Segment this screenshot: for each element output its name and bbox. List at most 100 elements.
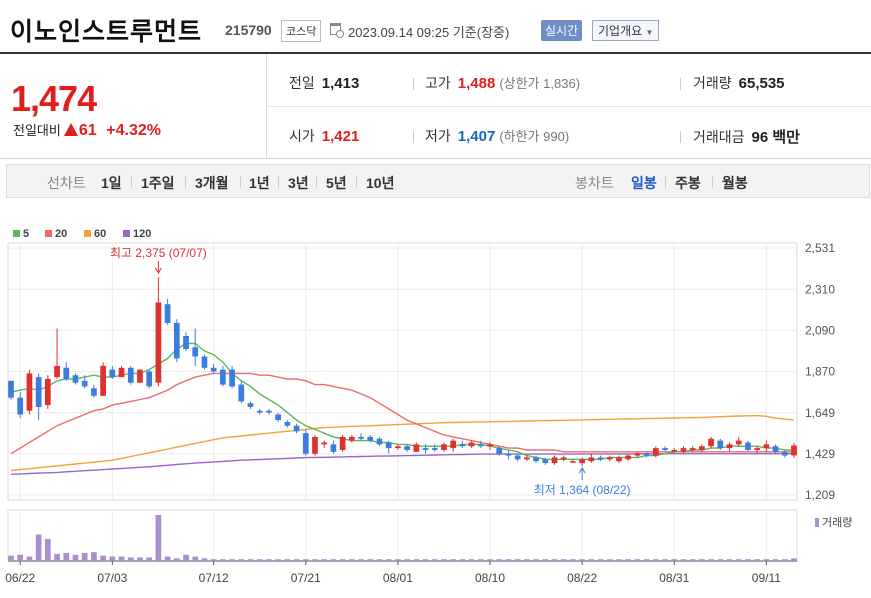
volume-bar	[293, 559, 300, 561]
candle-body	[791, 445, 797, 456]
candle-body	[220, 369, 226, 385]
volume-bar	[8, 555, 14, 561]
candle	[404, 444, 410, 452]
period-1w[interactable]: 1주일	[141, 175, 175, 191]
candle	[220, 365, 226, 387]
x-tick-label: 08/01	[383, 571, 413, 585]
candle-body	[570, 461, 576, 463]
candle-body	[63, 367, 70, 379]
high-annotation: 최고 2,375 (07/07)	[110, 246, 207, 260]
volume-bar	[708, 559, 714, 561]
candle-monthly[interactable]: 월봉	[722, 175, 748, 191]
volume-bar	[514, 559, 521, 561]
x-tick-label: 06/22	[5, 571, 35, 585]
candle	[164, 298, 171, 325]
period-1d[interactable]: 1일	[101, 175, 122, 191]
candle-body	[210, 367, 217, 372]
candle	[330, 440, 337, 454]
volume-bar	[367, 559, 374, 561]
volume-bar	[772, 559, 779, 561]
candle-body	[302, 433, 309, 454]
volume-bar	[358, 559, 364, 561]
candle	[26, 369, 33, 415]
candle	[348, 435, 355, 443]
candle-body	[385, 442, 392, 449]
period-10y[interactable]: 10년	[366, 175, 395, 191]
volume-bar	[26, 556, 33, 561]
volume-bar	[376, 559, 383, 561]
candle	[44, 375, 51, 409]
candle-body	[395, 446, 401, 449]
candle-body	[643, 453, 650, 456]
volume-bar	[284, 559, 291, 561]
candle	[293, 423, 300, 434]
high-price: 고가 1,488 (상한가 1,836)	[425, 75, 581, 92]
candle-body	[616, 457, 622, 462]
period-3y[interactable]: 3년	[288, 175, 309, 191]
volume-bar	[717, 559, 724, 561]
candle-body	[17, 397, 24, 415]
price-change: 전일대비 61 +4.32%	[13, 122, 161, 139]
period-bar: 선차트 1일 1주일 3개월 1년 3년 5년 10년 봉차트 일봉 주봉 월봉	[6, 164, 870, 198]
volume-bar	[652, 559, 659, 561]
volume-bar	[431, 559, 438, 561]
datetime: 2023.09.14 09:25 기준(장중)	[348, 25, 510, 40]
candle-body	[422, 448, 429, 450]
candle-body	[680, 448, 687, 452]
candle	[781, 449, 788, 458]
period-3m[interactable]: 3개월	[195, 175, 229, 191]
candle-weekly[interactable]: 주봉	[675, 175, 701, 191]
candle-body	[634, 453, 641, 456]
candle-body	[597, 457, 604, 460]
candle	[616, 455, 622, 464]
candle	[210, 364, 217, 374]
header: 이노인스트루먼트 215790 코스닥 2023.09.14 09:25 기준(…	[0, 0, 871, 48]
volume-bar	[210, 559, 217, 561]
volume-bar	[524, 559, 530, 561]
y-tick-label: 1,429	[805, 447, 835, 461]
volume-bar	[754, 559, 761, 561]
candle	[173, 319, 180, 363]
candle-body	[238, 384, 245, 402]
candle-chart-label: 봉차트	[575, 175, 614, 191]
candle	[155, 277, 162, 387]
company-overview-button[interactable]: 기업개요 ▼	[592, 20, 660, 41]
candle-body	[164, 304, 171, 323]
candle-body	[81, 380, 88, 387]
volume-bar	[763, 559, 770, 561]
ma20-line	[10, 372, 794, 455]
volume-bar	[17, 554, 24, 561]
candle-body	[533, 457, 539, 462]
candle	[109, 365, 116, 379]
candle	[671, 448, 678, 454]
candle	[496, 446, 503, 456]
candle-body	[404, 446, 410, 450]
candle-body	[72, 375, 79, 383]
candle	[791, 442, 797, 459]
candle-body	[146, 371, 153, 387]
candle	[118, 365, 125, 378]
legend-ma5: 5	[13, 228, 29, 240]
volume-bar	[441, 559, 447, 561]
volume-bar	[118, 556, 125, 561]
volume-bar	[570, 559, 576, 561]
candle-body	[606, 457, 613, 460]
period-1y[interactable]: 1년	[249, 175, 270, 191]
period-5y[interactable]: 5년	[326, 175, 347, 191]
candle-body	[275, 414, 281, 421]
volume-bar	[173, 558, 180, 561]
candle-daily[interactable]: 일봉	[631, 175, 657, 191]
high-arrow-head	[154, 267, 162, 274]
candle-body	[717, 440, 724, 449]
candle	[754, 446, 761, 454]
realtime-button[interactable]: 실시간	[541, 20, 583, 41]
candle	[441, 442, 447, 452]
candle-body	[496, 448, 503, 454]
up-triangle-icon	[63, 123, 78, 136]
candle-body	[763, 444, 770, 449]
candle-body	[44, 378, 51, 406]
candle-body	[183, 336, 189, 350]
volume-bar	[201, 558, 208, 561]
volume-bar	[164, 556, 171, 561]
